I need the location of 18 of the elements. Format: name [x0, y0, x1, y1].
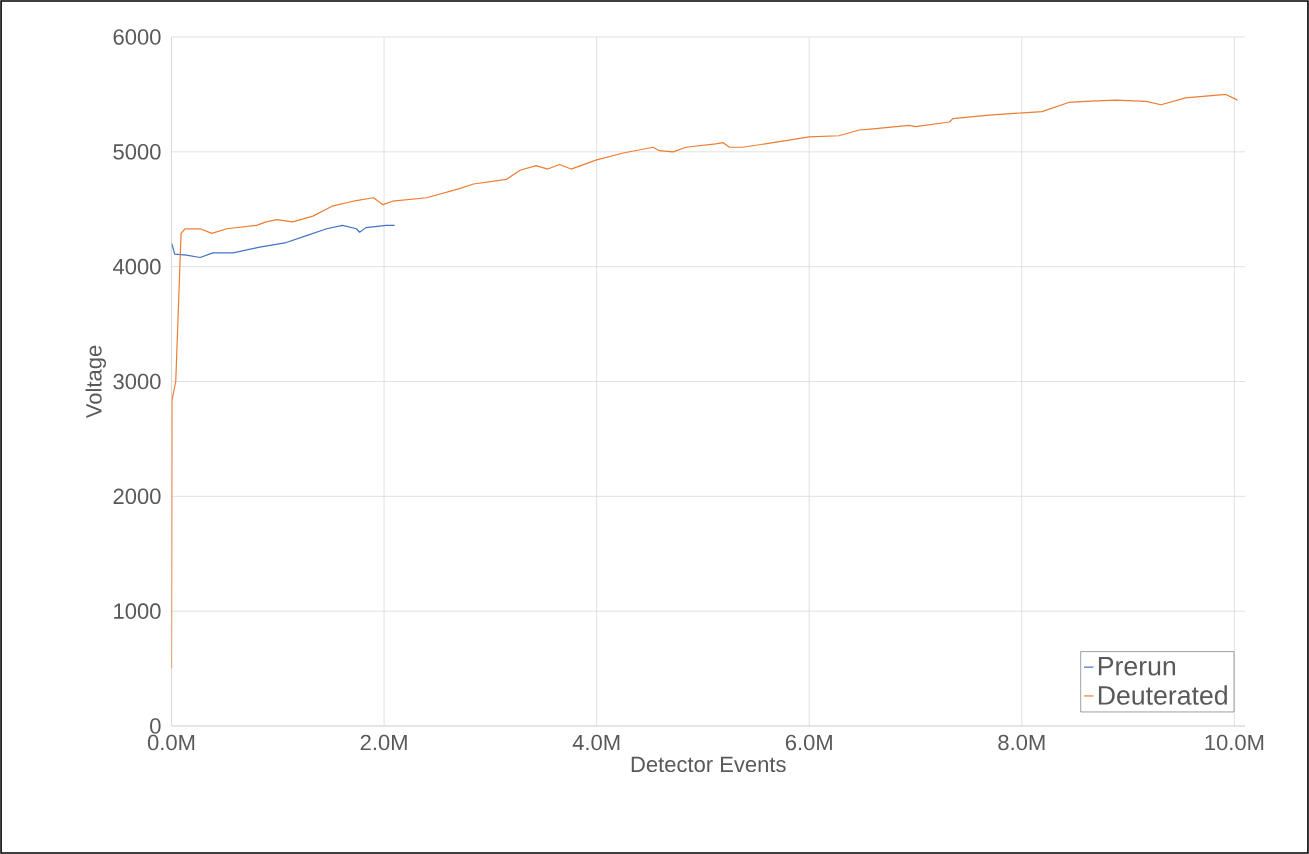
y-axis-title: Voltage	[85, 345, 107, 419]
legend-label: Prerun	[1098, 656, 1176, 676]
legend-label: Deuterated	[1098, 685, 1227, 705]
x-tick-label: 2.0M	[360, 734, 407, 751]
y-tick-label: 0	[150, 718, 161, 734]
x-tick-label: 0.0M	[147, 734, 195, 751]
x-tick-label: 6.0M	[785, 734, 832, 751]
x-tick-label: 4.0M	[572, 734, 620, 751]
x-tick-label: 10.0M	[1205, 734, 1264, 751]
y-tick-label: 4000	[113, 258, 161, 275]
y-tick-label: 3000	[113, 373, 161, 390]
y-tick-label: 5000	[113, 144, 161, 160]
x-axis-title: Detector Events	[631, 756, 786, 773]
y-tick-label: 1000	[114, 603, 161, 619]
y-tick-label: 2000	[113, 488, 161, 505]
line-series	[171, 224, 396, 259]
y-tick-label: 6000	[113, 29, 161, 45]
x-tick-label: 8.0M	[998, 734, 1045, 751]
